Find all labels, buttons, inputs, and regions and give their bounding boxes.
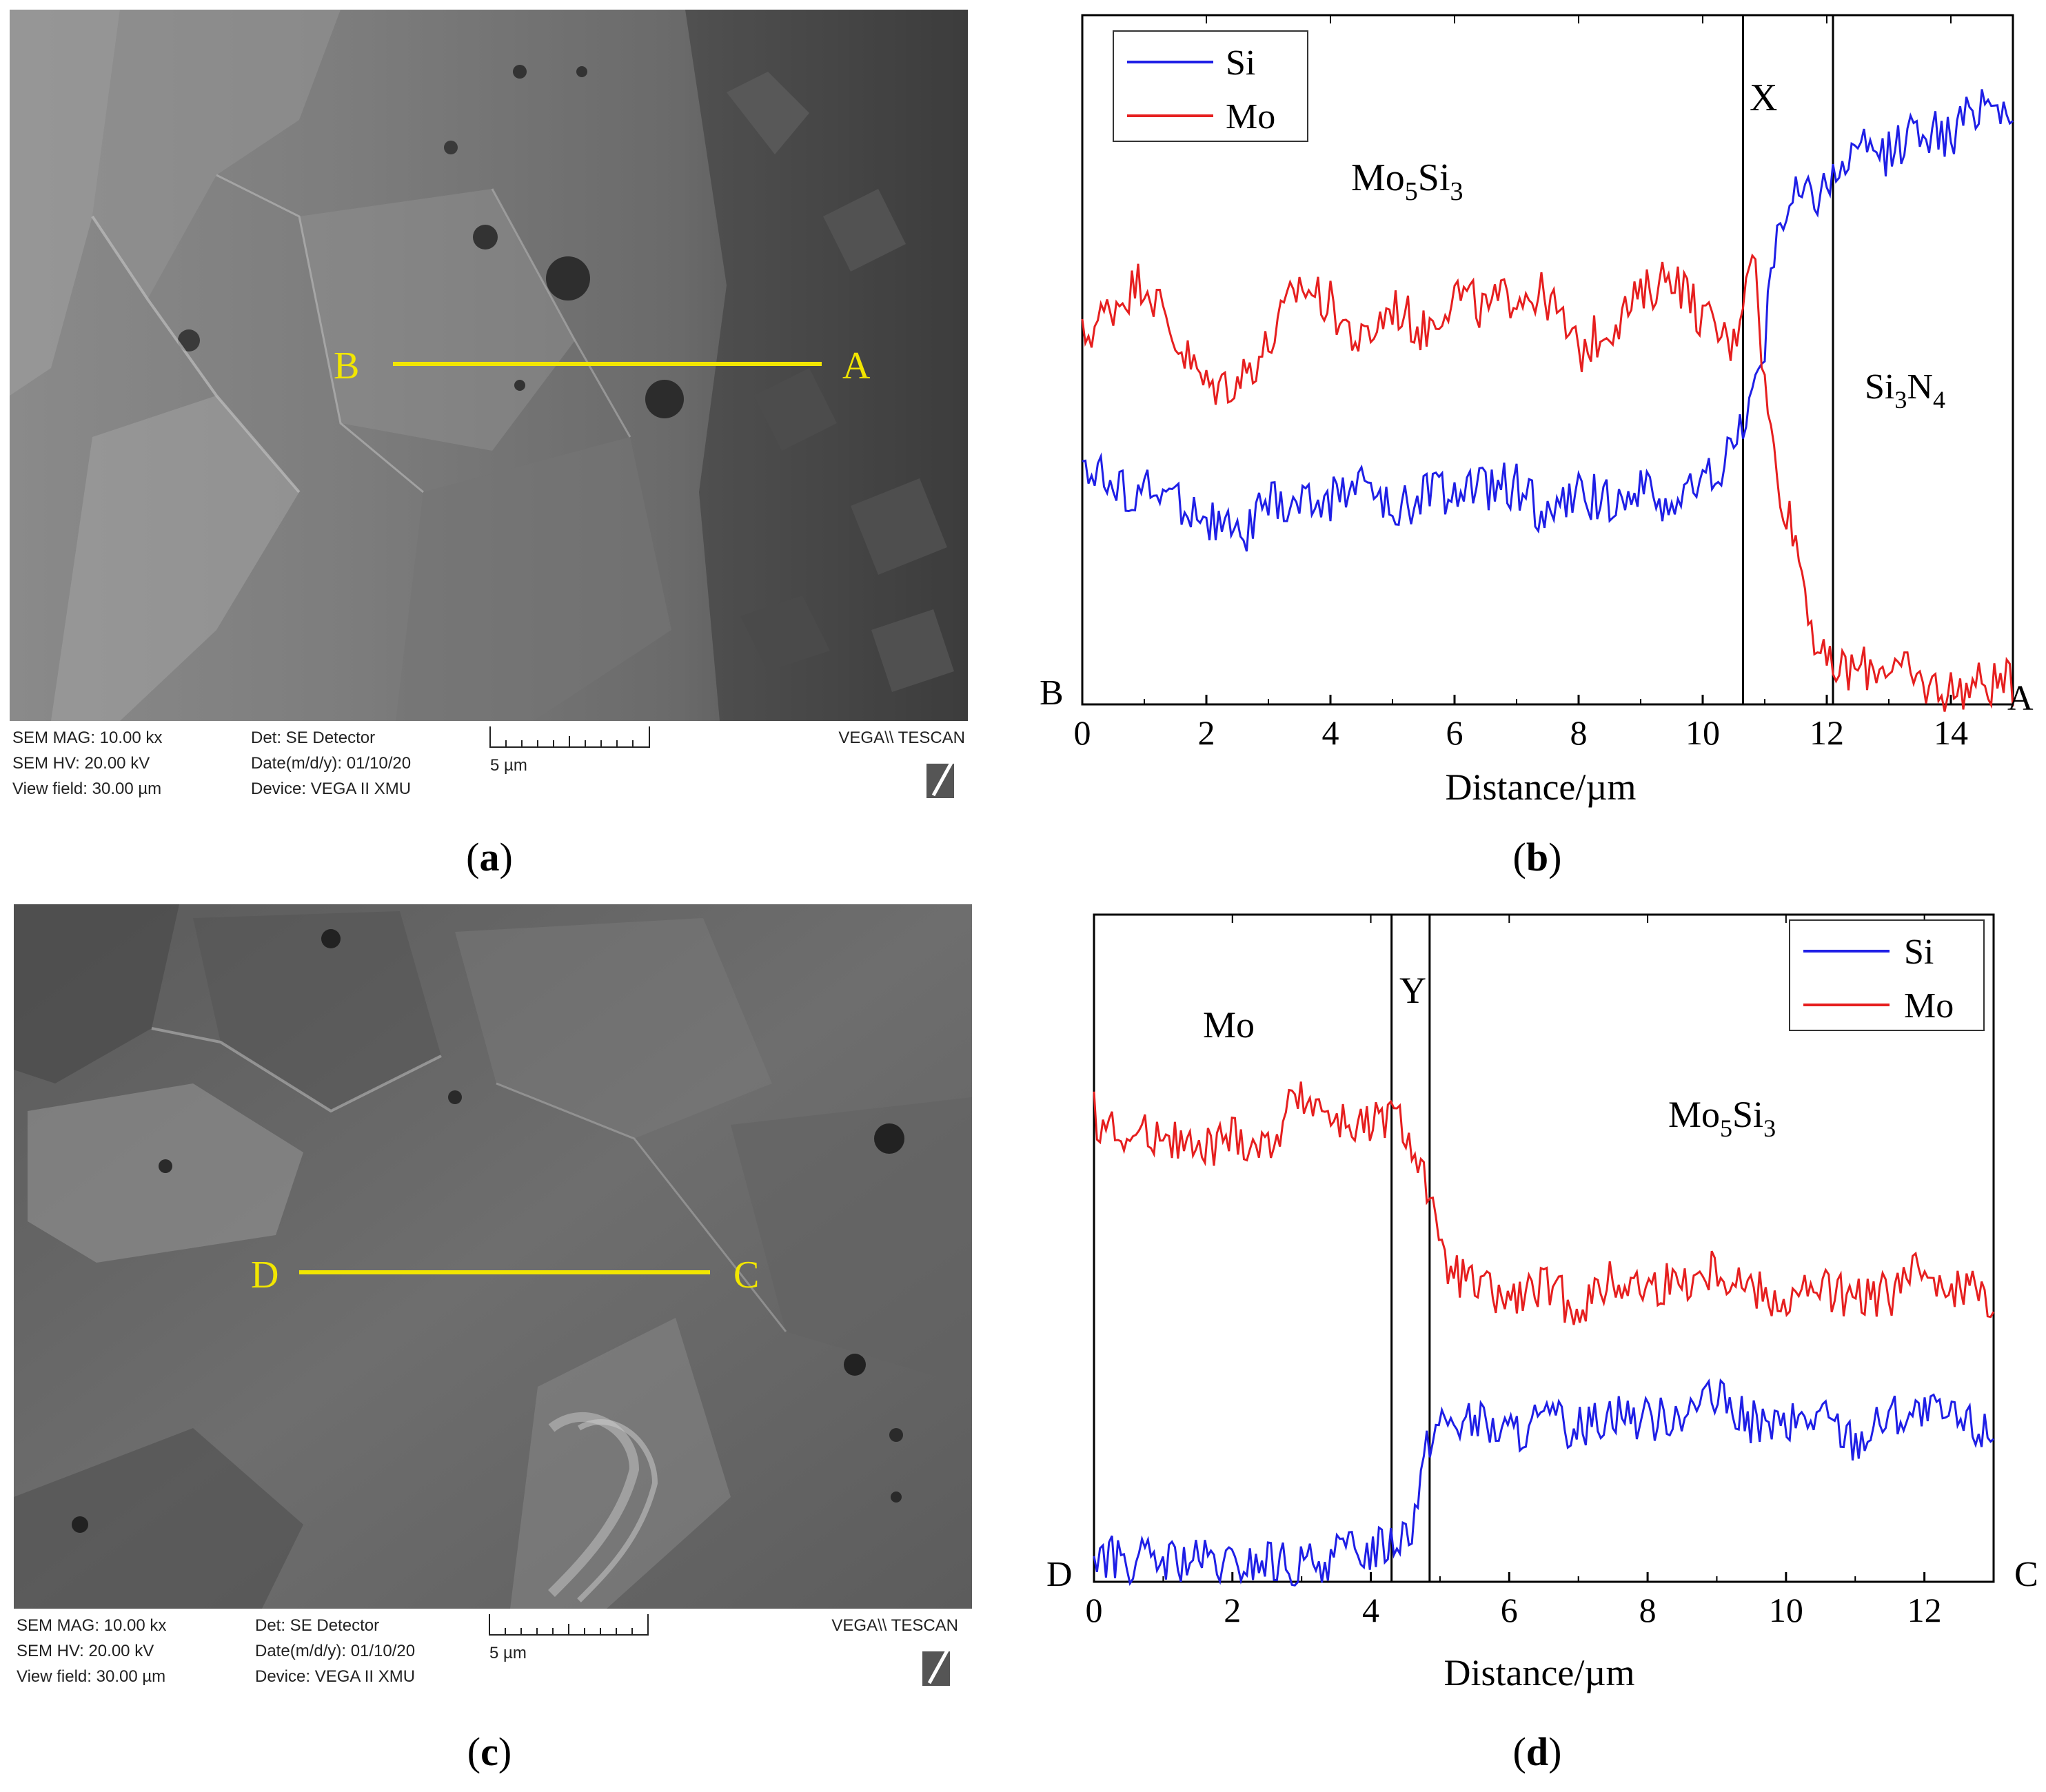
- x-tick-label-d-3: 6: [1501, 1591, 1518, 1629]
- sem-date-c: Date(m/d/y): 01/10/20: [255, 1642, 415, 1660]
- sem-date-a: Date(m/d/y): 01/10/20: [251, 754, 411, 773]
- line-label-d: D: [251, 1254, 278, 1296]
- caption-a: (a): [466, 835, 513, 879]
- plot-frame-d: [1093, 913, 1995, 1583]
- scale-label-a: 5 µm: [490, 756, 527, 775]
- scale-label-c: 5 µm: [489, 1644, 527, 1662]
- plot-frame-b: [1081, 14, 2014, 706]
- sem-hv-a: SEM HV: 20.00 kV: [12, 754, 150, 773]
- x-tick-label-b-1: 2: [1198, 713, 1215, 752]
- sem-device-a: Device: VEGA II XMU: [251, 780, 411, 798]
- region-label-mo5si3-d: Mo5Si3: [1668, 1094, 1776, 1142]
- panel-b: 0 2 4 6 8 10 12 14 Si Mo Mo5Si3 X Si3N4 B A Dis…: [1020, 0, 2046, 813]
- sem-image-c: D C SEM MAG: 10.00 kx SEM HV: 20.00 kV V…: [14, 904, 972, 1700]
- line-label-a: A: [842, 345, 871, 387]
- series-line-mo-b: [1081, 253, 2014, 712]
- caption-b: (b): [1512, 835, 1562, 879]
- sem-hv-c: SEM HV: 20.00 kV: [17, 1642, 154, 1660]
- end-label-d: D: [1046, 1555, 1073, 1594]
- interface-label-x: X: [1750, 77, 1777, 119]
- series-line-mo-d: [1093, 1081, 1995, 1325]
- legend-si-label: Si: [1226, 43, 1255, 83]
- x-tick-label-d-2: 4: [1362, 1591, 1379, 1629]
- sem-view-a: View field: 30.00 µm: [12, 780, 161, 798]
- region-label-si3n4: Si3N4: [1865, 367, 1945, 414]
- sem-det-c: Det: SE Detector: [255, 1616, 379, 1635]
- sem-brand-a: VEGA\\ TESCAN: [838, 729, 965, 747]
- end-label-b: B: [1040, 673, 1064, 713]
- x-tick-label-b-7: 14: [1934, 713, 1968, 752]
- interface-label-y: Y: [1399, 970, 1426, 1011]
- caption-d: (d): [1512, 1729, 1562, 1774]
- series-line-si-b: [1082, 89, 2014, 552]
- sem-device-c: Device: VEGA II XMU: [255, 1667, 415, 1686]
- x-tick-label-b-0: 0: [1074, 713, 1091, 752]
- x-tick-label-d-0: 0: [1086, 1591, 1103, 1629]
- x-tick-label-b-2: 4: [1322, 713, 1339, 752]
- chart-b: 0 2 4 6 8 10 12 14 Si Mo Mo5Si3 X Si3N4 B A Dis…: [1040, 14, 2034, 808]
- sem-image-a: B A SEM MAG: 10.00 kx SEM HV: 20.00 kV V…: [10, 10, 968, 806]
- legend-mo-label: Mo: [1904, 986, 1954, 1026]
- x-tick-label-d-6: 12: [1907, 1591, 1942, 1629]
- line-label-c: C: [733, 1254, 759, 1296]
- tescan-logo-icon: [922, 1642, 953, 1686]
- caption-c: (c): [467, 1729, 512, 1774]
- sem-view-c: View field: 30.00 µm: [17, 1667, 165, 1686]
- x-tick-label-d-4: 8: [1639, 1591, 1657, 1629]
- x-axis-label-b: Distance/µm: [1445, 766, 1636, 808]
- x-tick-label-b-4: 8: [1570, 713, 1588, 752]
- x-tick-label-d-5: 10: [1769, 1591, 1803, 1629]
- series-line-si-d: [1093, 1378, 1995, 1587]
- sem-brand-c: VEGA\\ TESCAN: [831, 1616, 958, 1635]
- x-tick-label-b-3: 6: [1446, 713, 1463, 752]
- region-label-mo5si3-b: Mo5Si3: [1351, 156, 1463, 206]
- end-label-a: A: [2007, 679, 2034, 718]
- panel-d: 0 2 4 6 8 10 12 Si Mo Mo Y Mo5Si3 D C Distance…: [1034, 899, 2046, 1706]
- scale-bar-a: [489, 726, 650, 748]
- scale-bar-c: [489, 1614, 649, 1636]
- sem-mag-a: SEM MAG: 10.00 kx: [12, 729, 162, 747]
- x-axis-label-d: Distance/µm: [1444, 1652, 1634, 1693]
- panel-c: D C SEM MAG: 10.00 kx SEM HV: 20.00 kV V…: [14, 904, 972, 1700]
- end-label-c: C: [2014, 1555, 2038, 1594]
- legend-d: Si Mo: [1789, 919, 1985, 1031]
- panel-a: B A SEM MAG: 10.00 kx SEM HV: 20.00 kV V…: [10, 10, 968, 806]
- legend-si-label: Si: [1904, 933, 1934, 972]
- sem-det-a: Det: SE Detector: [251, 729, 375, 747]
- x-tick-label-b-5: 10: [1685, 713, 1720, 752]
- x-tick-label-d-1: 2: [1224, 1591, 1241, 1629]
- region-label-mo-d: Mo: [1203, 1004, 1255, 1046]
- tescan-logo-icon: [926, 754, 958, 798]
- legend-mo-label: Mo: [1226, 97, 1275, 136]
- x-tick-label-b-6: 12: [1810, 713, 1844, 752]
- legend-b: Si Mo: [1113, 30, 1308, 142]
- line-label-b: B: [334, 345, 359, 387]
- chart-d: 0 2 4 6 8 10 12 Si Mo Mo Y Mo5Si3 D C Distance…: [1046, 913, 2038, 1693]
- sem-mag-c: SEM MAG: 10.00 kx: [17, 1616, 166, 1635]
